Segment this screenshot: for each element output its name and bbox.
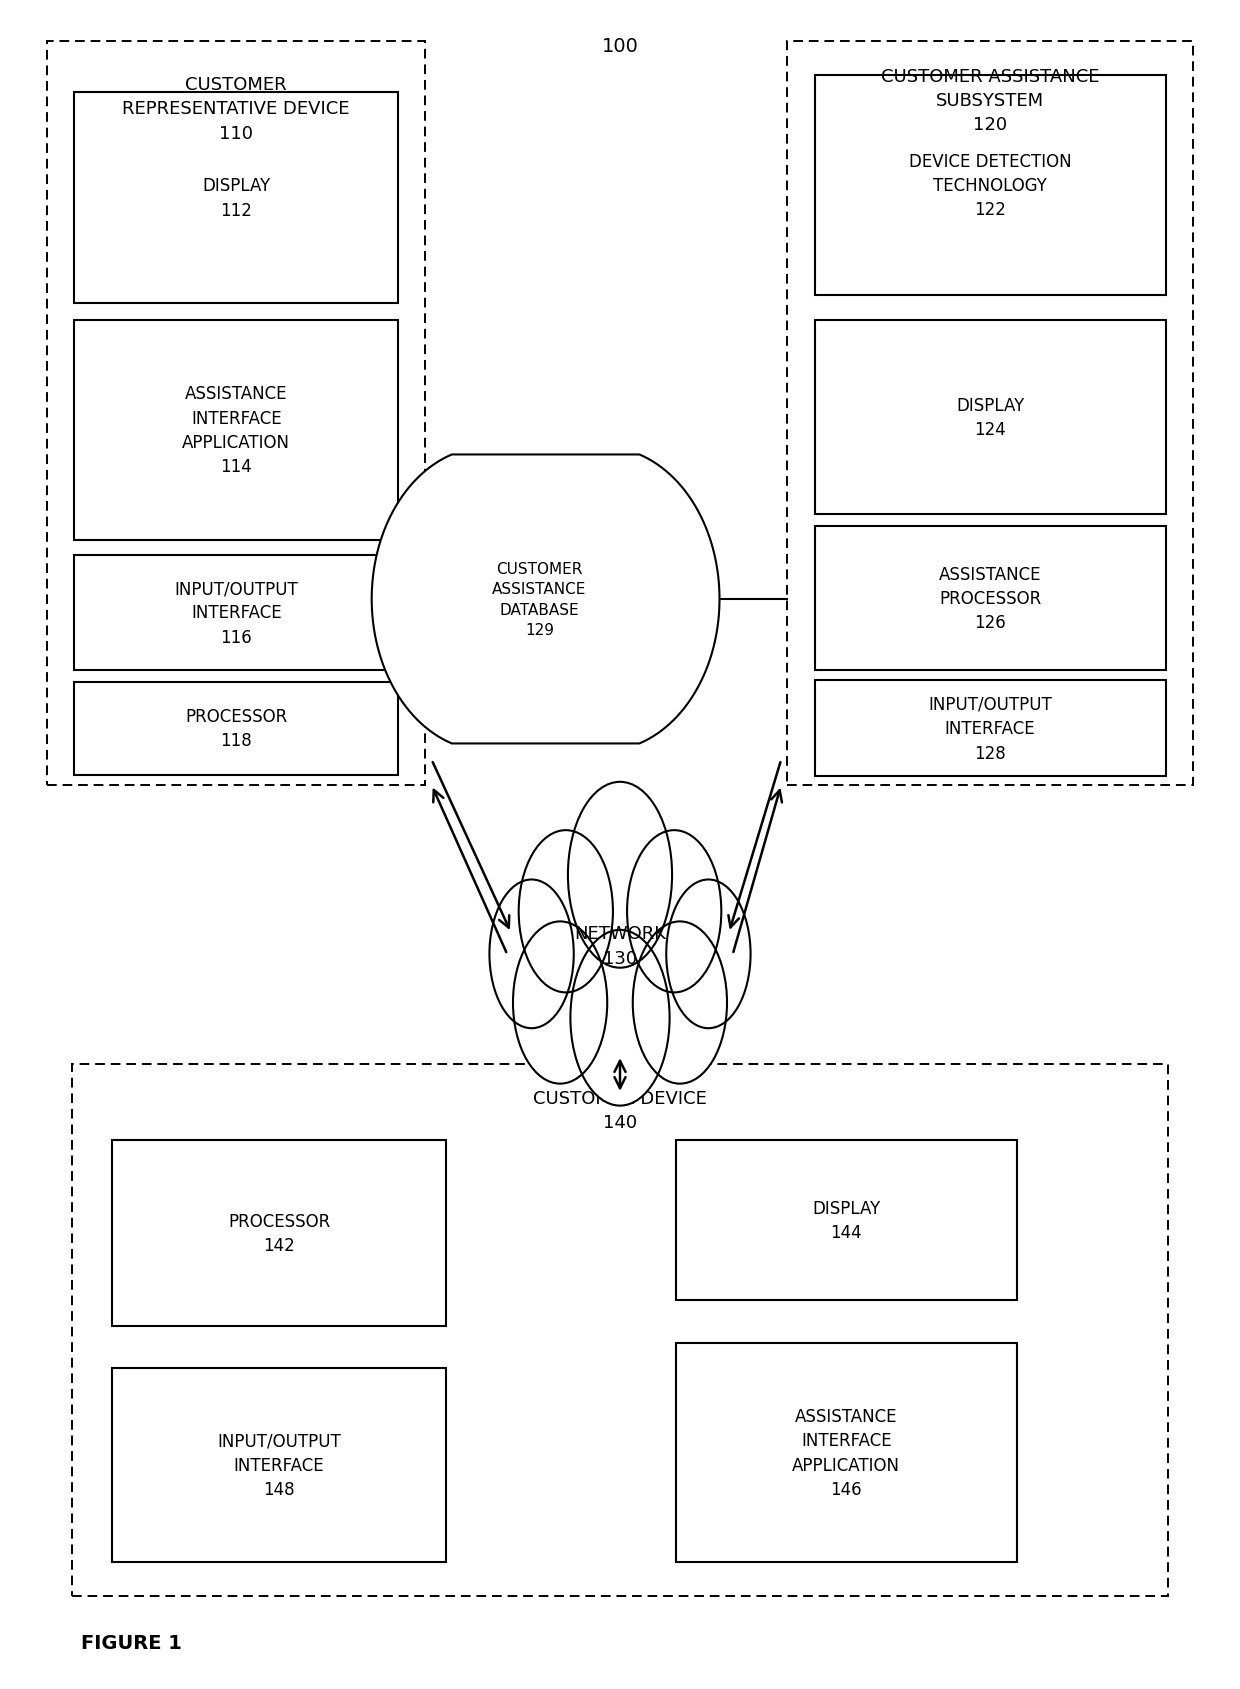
Bar	[47, 42, 425, 785]
Ellipse shape	[627, 831, 722, 993]
Text: CUSTOMER ASSISTANCE
SUBSYSTEM
120: CUSTOMER ASSISTANCE SUBSYSTEM 120	[880, 68, 1100, 133]
Bar	[74, 682, 398, 775]
Bar	[815, 321, 1166, 515]
Ellipse shape	[513, 922, 608, 1084]
Ellipse shape	[632, 922, 727, 1084]
Text: DISPLAY
112: DISPLAY 112	[202, 177, 270, 220]
Text: ASSISTANCE
INTERFACE
APPLICATION
146: ASSISTANCE INTERFACE APPLICATION 146	[792, 1407, 900, 1498]
Bar	[74, 321, 398, 540]
Text: CUSTOMER
ASSISTANCE
DATABASE
129: CUSTOMER ASSISTANCE DATABASE 129	[492, 561, 587, 638]
Ellipse shape	[570, 931, 670, 1106]
Text: PROCESSOR
118: PROCESSOR 118	[185, 708, 288, 750]
Ellipse shape	[568, 782, 672, 968]
Ellipse shape	[666, 880, 750, 1029]
PathPatch shape	[372, 454, 719, 743]
Bar	[676, 1343, 1017, 1562]
Bar	[112, 1368, 446, 1562]
Text: CUSTOMER
REPRESENTATIVE DEVICE
110: CUSTOMER REPRESENTATIVE DEVICE 110	[123, 76, 350, 142]
Ellipse shape	[490, 880, 574, 1029]
Bar	[74, 556, 398, 671]
Text: INPUT/OUTPUT
INTERFACE
116: INPUT/OUTPUT INTERFACE 116	[175, 579, 298, 647]
Text: DEVICE DETECTION
TECHNOLOGY
122: DEVICE DETECTION TECHNOLOGY 122	[909, 152, 1071, 220]
Text: CUSTOMER DEVICE
140: CUSTOMER DEVICE 140	[533, 1089, 707, 1132]
Bar	[112, 1140, 446, 1326]
Text: 100: 100	[601, 37, 639, 56]
Text: FIGURE 1: FIGURE 1	[81, 1633, 181, 1652]
Text: PROCESSOR
142: PROCESSOR 142	[228, 1211, 330, 1255]
Bar	[815, 681, 1166, 777]
Text: INPUT/OUTPUT
INTERFACE
128: INPUT/OUTPUT INTERFACE 128	[929, 696, 1052, 762]
Ellipse shape	[518, 831, 613, 993]
Text: NETWORK
130: NETWORK 130	[574, 924, 666, 968]
Text: ASSISTANCE
PROCESSOR
126: ASSISTANCE PROCESSOR 126	[939, 566, 1042, 632]
Bar	[787, 42, 1193, 785]
Text: ASSISTANCE
INTERFACE
APPLICATION
114: ASSISTANCE INTERFACE APPLICATION 114	[182, 385, 290, 476]
Bar	[72, 1064, 1168, 1596]
Bar	[815, 76, 1166, 296]
Bar	[815, 527, 1166, 671]
Bar	[74, 93, 398, 304]
Text: INPUT/OUTPUT
INTERFACE
148: INPUT/OUTPUT INTERFACE 148	[217, 1432, 341, 1498]
Bar	[676, 1140, 1017, 1301]
Text: DISPLAY
124: DISPLAY 124	[956, 397, 1024, 439]
Text: DISPLAY
144: DISPLAY 144	[812, 1199, 880, 1241]
